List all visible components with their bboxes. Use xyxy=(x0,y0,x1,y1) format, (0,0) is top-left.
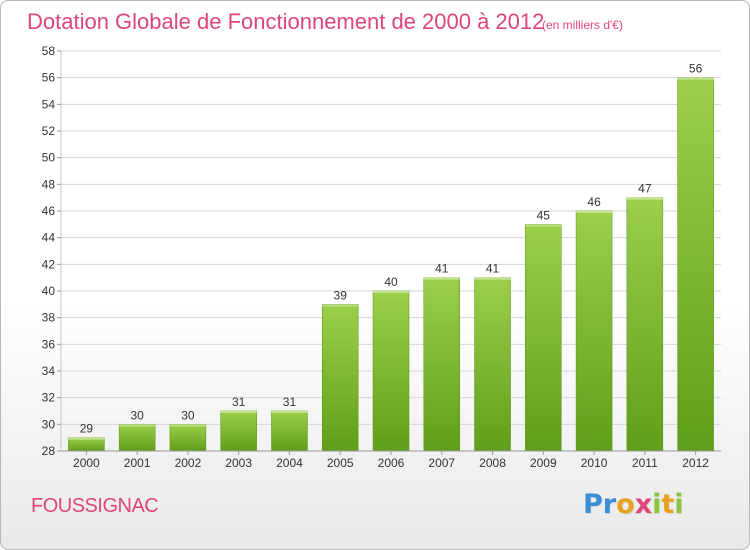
bar-highlight xyxy=(220,411,257,413)
bar-2006 xyxy=(372,290,410,452)
x-tick-label: 2009 xyxy=(530,456,557,470)
logo-letter: o xyxy=(616,489,635,520)
y-tick-label: 32 xyxy=(42,391,56,405)
y-tick-label: 48 xyxy=(42,177,56,191)
bar-2010 xyxy=(575,210,613,452)
x-tick-label: 2010 xyxy=(581,456,608,470)
logo-letter: P xyxy=(583,489,603,520)
bar-highlight xyxy=(525,224,562,227)
logo-letter: i xyxy=(674,489,684,520)
data-label: 30 xyxy=(130,408,144,422)
y-tick-label: 58 xyxy=(42,44,56,58)
data-label: 47 xyxy=(638,182,652,196)
bar-2005 xyxy=(321,304,359,452)
proxiti-logo[interactable]: Proxiti xyxy=(583,489,684,520)
y-tick-label: 54 xyxy=(42,97,56,111)
bar-highlight xyxy=(322,304,359,307)
y-tick-label: 30 xyxy=(42,417,56,431)
logo-letter: r xyxy=(602,489,617,520)
logo-letter: x xyxy=(634,489,653,520)
y-tick-label: 46 xyxy=(42,204,56,218)
logo-letter: t xyxy=(661,489,675,520)
y-tick-label: 28 xyxy=(42,444,56,458)
bar-highlight xyxy=(423,277,460,280)
bar-2003 xyxy=(220,410,257,452)
y-tick-label: 56 xyxy=(42,71,56,85)
bar-2002 xyxy=(169,424,207,452)
data-label: 29 xyxy=(80,422,94,436)
bar-highlight xyxy=(626,197,663,200)
x-tick-label: 2007 xyxy=(428,456,455,470)
y-axis: 28 30 32 34 36 38 40 42 44 46 48 50 52 54 56 58 xyxy=(42,44,61,458)
y-tick-label: 34 xyxy=(42,364,56,378)
x-axis: 2000 2001 2002 2003 2004 2005 2006 2007 2008 2009… xyxy=(61,450,721,470)
data-label: 41 xyxy=(486,262,500,276)
bar-highlight xyxy=(271,411,308,413)
x-tick-label: 2008 xyxy=(479,456,506,470)
x-tick-label: 2002 xyxy=(175,456,202,470)
y-tick-label: 40 xyxy=(42,284,56,298)
chart-title: Dotation Globale de Fonctionnement de 20… xyxy=(27,9,545,34)
data-label: 56 xyxy=(689,62,703,76)
x-tick-label: 2004 xyxy=(276,456,303,470)
bar-highlight xyxy=(373,291,409,293)
x-tick-label: 2006 xyxy=(378,456,405,470)
bar-highlight xyxy=(119,424,156,427)
bar-2008 xyxy=(474,277,511,452)
y-tick-label: 50 xyxy=(42,151,56,165)
data-label: 30 xyxy=(181,408,195,422)
data-label: 40 xyxy=(384,275,398,289)
x-tick-label: 2001 xyxy=(124,456,151,470)
bar-2007 xyxy=(423,277,461,452)
x-tick-label: 2000 xyxy=(73,456,100,470)
unit-label: (en milliers d'€) xyxy=(542,18,623,32)
y-tick-label: 52 xyxy=(42,124,56,138)
y-tick-label: 42 xyxy=(42,257,56,271)
data-label: 45 xyxy=(537,208,551,222)
logo-letter: i xyxy=(652,489,662,520)
y-tick-label: 38 xyxy=(42,311,56,325)
bar-highlight xyxy=(677,77,714,80)
x-tick-label: 2005 xyxy=(327,456,354,470)
bar-highlight xyxy=(169,424,206,427)
data-label: 39 xyxy=(334,288,348,302)
bar-highlight xyxy=(68,437,105,440)
bar-highlight xyxy=(474,277,511,280)
data-label: 31 xyxy=(283,395,297,409)
data-label: 41 xyxy=(435,262,449,276)
bars: 29 30 30 31 31 39 40 41 41 45 46 47 56 xyxy=(68,62,714,452)
x-tick-label: 2012 xyxy=(682,456,709,470)
bar-2009 xyxy=(525,224,562,452)
bar-2001 xyxy=(118,424,156,452)
x-tick-label: 2003 xyxy=(225,456,252,470)
bar-highlight xyxy=(576,211,613,213)
y-tick-label: 44 xyxy=(42,231,56,245)
place-name: FOUSSIGNAC xyxy=(31,495,159,517)
y-tick-label: 36 xyxy=(42,337,56,351)
data-label: 31 xyxy=(232,395,246,409)
x-tick-label: 2011 xyxy=(632,456,658,470)
bar-2011 xyxy=(626,197,664,452)
bar-2004 xyxy=(271,410,308,452)
bar-2012 xyxy=(677,77,714,452)
data-label: 46 xyxy=(587,195,601,209)
